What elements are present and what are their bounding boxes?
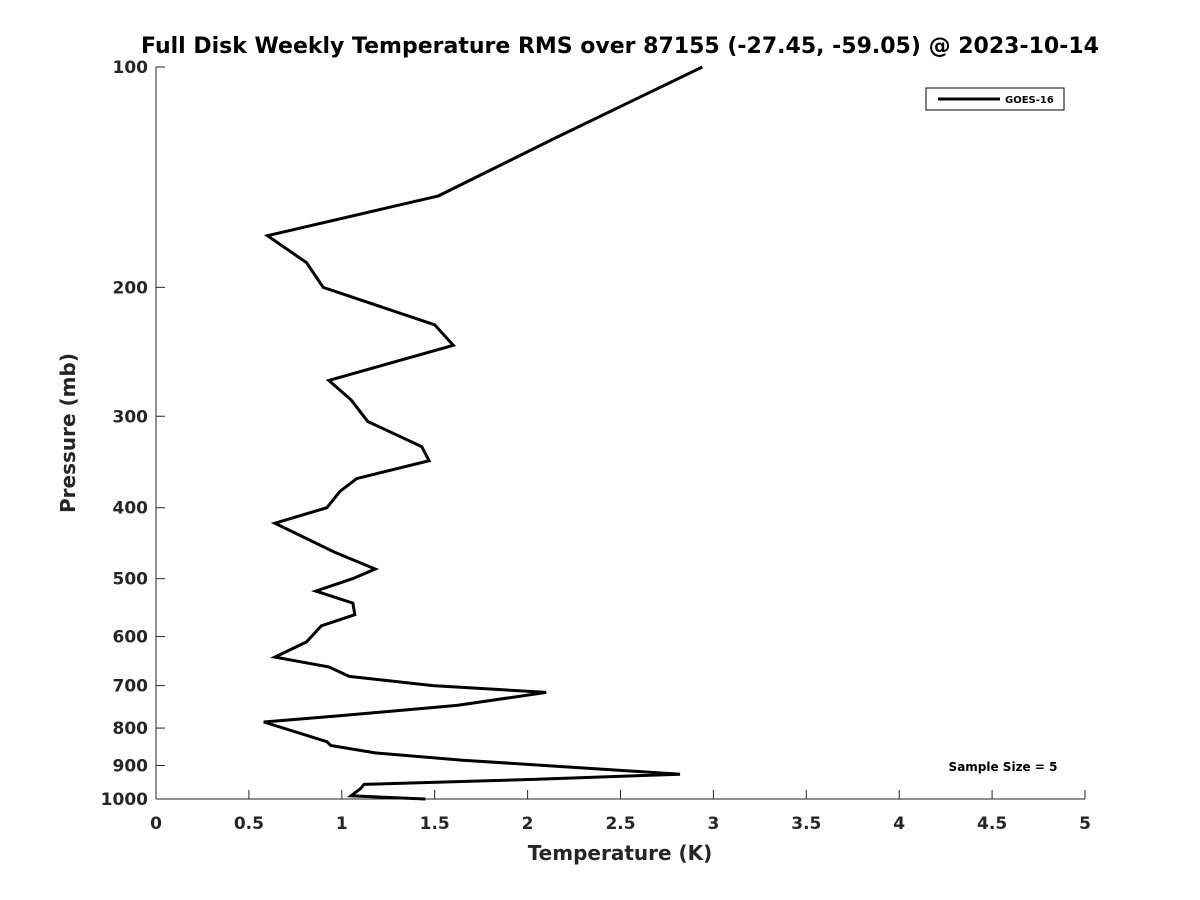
series-line-goes-16 [263, 65, 703, 801]
x-axis-label: Temperature (K) [528, 841, 713, 865]
legend: GOES-16 [925, 87, 1065, 111]
x-tick-label: 2 [522, 814, 534, 834]
y-tick-label: 800 [113, 719, 149, 739]
x-tick-label: 5 [1079, 814, 1091, 834]
x-tick-label: 4.5 [977, 814, 1007, 834]
y-tick-label: 600 [113, 628, 149, 648]
series-layer [263, 65, 703, 801]
x-tick-label: 2.5 [605, 814, 635, 834]
x-tick-label: 1 [336, 814, 348, 834]
sample-size-annotation: Sample Size = 5 [949, 760, 1058, 774]
x-tick-label: 3 [707, 814, 719, 834]
x-tick-label: 4 [893, 814, 905, 834]
y-tick-label: 700 [113, 677, 149, 697]
y-axis-ticks: 100 200 300 400 500 600 700 800 900 1000 [101, 58, 165, 810]
chart-title: Full Disk Weekly Temperature RMS over 87… [141, 34, 1099, 59]
x-tick-label: 3.5 [791, 814, 821, 834]
x-tick-label: 0.5 [234, 814, 264, 834]
y-tick-label: 900 [113, 757, 149, 777]
y-tick-label: 100 [113, 58, 149, 78]
y-tick-label: 1000 [101, 790, 148, 810]
x-tick-label: 1.5 [420, 814, 450, 834]
y-tick-label: 300 [113, 407, 149, 427]
x-axis-ticks: 0 0.5 1 1.5 2 2.5 3 3.5 4 4.5 5 [150, 790, 1091, 834]
y-tick-label: 500 [113, 570, 149, 590]
y-tick-label: 200 [113, 278, 149, 298]
legend-label: GOES-16 [1005, 95, 1054, 106]
y-axis-label: Pressure (mb) [56, 353, 80, 513]
y-tick-label: 400 [113, 499, 149, 519]
x-tick-label: 0 [150, 814, 162, 834]
